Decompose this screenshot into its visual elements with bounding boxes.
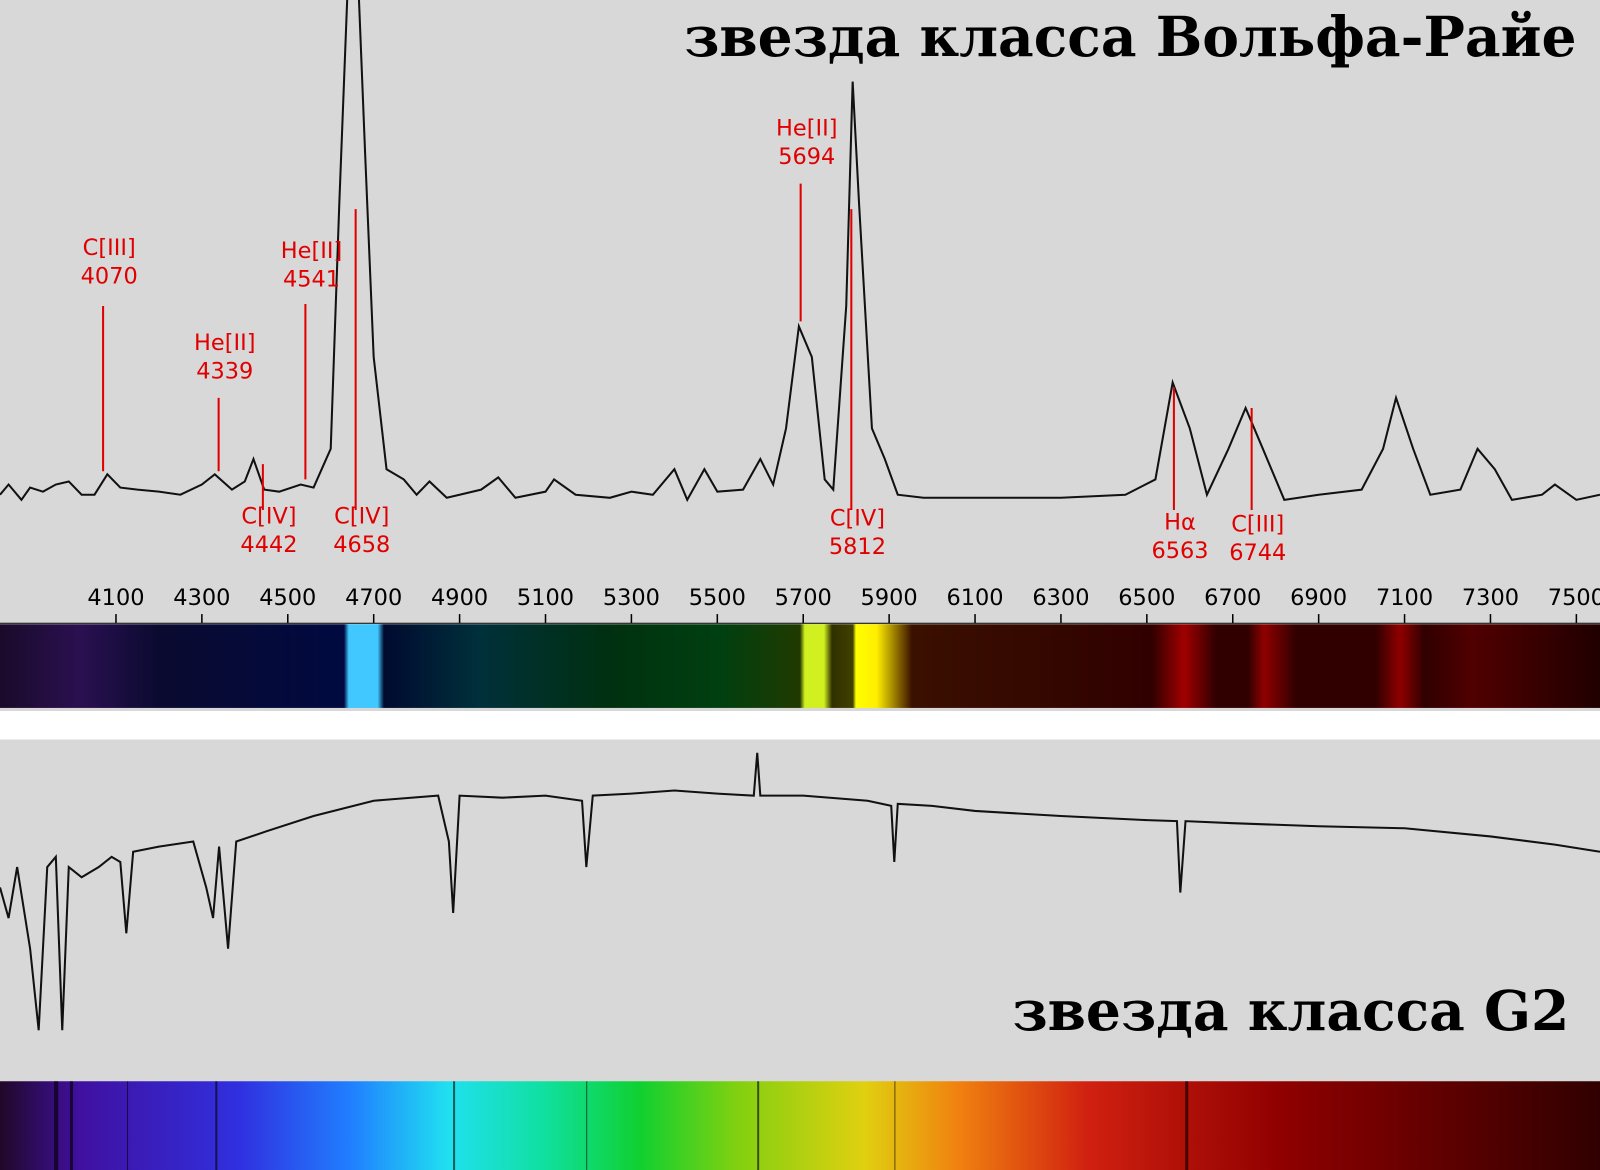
x-tick-label: 5900 <box>861 585 918 611</box>
annotation-wavelength: 5694 <box>778 144 835 170</box>
x-tick-label: 5500 <box>689 585 746 611</box>
x-tick-label: 5700 <box>775 585 832 611</box>
annotation-label: He[II] <box>776 116 837 142</box>
x-tick-label: 6100 <box>946 585 1003 611</box>
x-tick-label: 5300 <box>603 585 660 611</box>
x-tick-label: 4100 <box>87 585 144 611</box>
x-tick-label: 6900 <box>1290 585 1347 611</box>
x-tick-label: 4300 <box>173 585 230 611</box>
x-tick-label: 6700 <box>1204 585 1261 611</box>
x-tick-label: 4900 <box>431 585 488 611</box>
annotation-label: He[II] <box>194 330 255 356</box>
annotation-wavelength: 4442 <box>240 532 297 558</box>
chart-title: звезда класса Вольфа-Райе <box>684 4 1576 69</box>
x-tick-label: 6300 <box>1032 585 1089 611</box>
chart-title: звезда класса G2 <box>1013 978 1570 1043</box>
x-tick-label: 4500 <box>259 585 316 611</box>
annotation-label: C[IV] <box>830 505 885 531</box>
x-tick-label: 5100 <box>517 585 574 611</box>
x-tick-label: 4700 <box>345 585 402 611</box>
x-tick-label: 7100 <box>1376 585 1433 611</box>
annotation-wavelength: 4658 <box>333 532 390 558</box>
annotation-wavelength: 5812 <box>829 534 886 560</box>
x-tick-label: 7300 <box>1462 585 1519 611</box>
g2-absorption-lines <box>54 1081 1189 1170</box>
spectrum-line <box>0 0 1600 503</box>
annotation-label: C[III] <box>1231 511 1284 537</box>
g2-spectrum-strip <box>0 1081 1600 1170</box>
separator <box>0 710 1600 740</box>
x-tick-label: 7500 <box>1548 585 1600 611</box>
annotation-label: C[IV] <box>241 503 296 529</box>
annotation-label: C[III] <box>83 235 136 261</box>
annotation-label: C[IV] <box>334 503 389 529</box>
annotation-wavelength: 4541 <box>283 267 340 293</box>
annotation-wavelength: 6563 <box>1151 538 1208 564</box>
spectrum-line <box>0 752 1600 1031</box>
annotation-wavelength: 4070 <box>81 264 138 290</box>
annotation-label: He[II] <box>281 238 342 264</box>
annotation-wavelength: 6744 <box>1229 540 1286 566</box>
annotation-wavelength: 4339 <box>196 358 253 384</box>
annotation-label: Hα <box>1164 509 1196 535</box>
x-tick-label: 6500 <box>1118 585 1175 611</box>
wolf-rayet-spectrum-strip <box>0 624 1600 708</box>
